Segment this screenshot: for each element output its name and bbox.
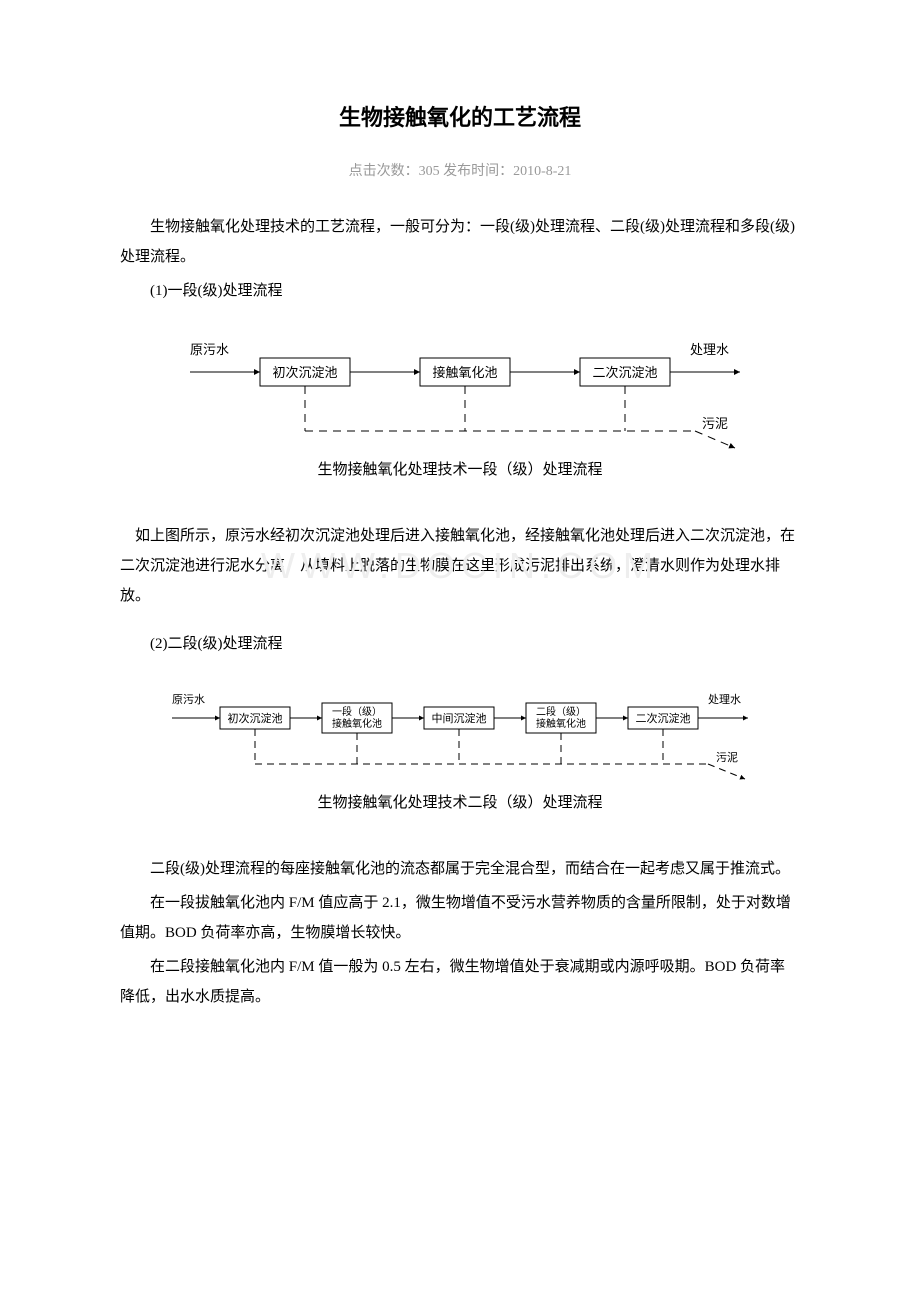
section2-paragraph-1: 二段(级)处理流程的每座接触氧化池的流态都属于完全混合型，而结合在一起考虑又属于… [120, 854, 800, 884]
d1-box1-label: 初次沉淀池 [272, 365, 337, 380]
d2-box3-label: 中间沉淀池 [432, 711, 487, 725]
diagram-2-container: 原污水 处理水 初次沉淀池 一段（级） 接触氧化池 中间沉淀池 二段（级） 接触… [160, 689, 760, 834]
d1-caption: 生物接触氧化处理技术一段（级）处理流程 [317, 461, 602, 478]
d1-in-label: 原污水 [190, 342, 229, 357]
d2-sludge-label: 污泥 [716, 751, 738, 764]
d2-dash-out [708, 764, 745, 779]
section2-paragraph-3: 在二段接触氧化池内 F/M 值一般为 0.5 左右，微生物增值处于衰减期或内源呼… [120, 952, 800, 1012]
d1-sludge-label: 污泥 [702, 416, 728, 431]
d2-box2a-label: 一段（级） [332, 705, 382, 718]
d1-box2-label: 接触氧化池 [432, 365, 497, 380]
d2-box5-label: 二次沉淀池 [636, 711, 691, 725]
d1-dash-out [695, 431, 735, 448]
diagram-1: 原污水 处理水 初次沉淀池 接触氧化池 二次沉淀池 污泥 生物接触氧化处理技术一… [170, 336, 750, 496]
intro-paragraph: 生物接触氧化处理技术的工艺流程，一般可分为：一段(级)处理流程、二段(级)处理流… [120, 212, 800, 272]
d2-box2b-label: 接触氧化池 [332, 717, 382, 730]
d2-box4b-label: 接触氧化池 [536, 717, 586, 730]
watermark-region: WWW.DOCIN.COM 如上图所示，原污水经初次沉淀池处理后进入接触氧化池，… [120, 521, 800, 611]
d1-box3-label: 二次沉淀池 [592, 365, 657, 380]
page-title: 生物接触氧化的工艺流程 [120, 100, 800, 132]
section1-paragraph: 如上图所示，原污水经初次沉淀池处理后进入接触氧化池，经接触氧化池处理后进入二次沉… [120, 521, 800, 611]
diagram-2: 原污水 处理水 初次沉淀池 一段（级） 接触氧化池 中间沉淀池 二段（级） 接触… [160, 689, 760, 829]
section2-heading: (2)二段(级)处理流程 [120, 629, 800, 659]
page-meta: 点击次数：305 发布时间：2010-8-21 [120, 160, 800, 180]
d2-box1-label: 初次沉淀池 [228, 711, 283, 725]
d2-caption: 生物接触氧化处理技术二段（级）处理流程 [317, 794, 602, 811]
d2-box4a-label: 二段（级） [536, 705, 586, 718]
document-page: 生物接触氧化的工艺流程 点击次数：305 发布时间：2010-8-21 生物接触… [0, 0, 920, 1076]
d2-out-label: 处理水 [708, 693, 741, 706]
section1-heading: (1)一段(级)处理流程 [120, 276, 800, 306]
d1-out-label: 处理水 [690, 342, 729, 357]
section2-paragraph-2: 在一段拔触氧化池内 F/M 值应高于 2.1，微生物增值不受污水营养物质的含量所… [120, 888, 800, 948]
d2-in-label: 原污水 [172, 693, 205, 706]
diagram-1-container: 原污水 处理水 初次沉淀池 接触氧化池 二次沉淀池 污泥 生物接触氧化处理技术一… [170, 336, 750, 501]
